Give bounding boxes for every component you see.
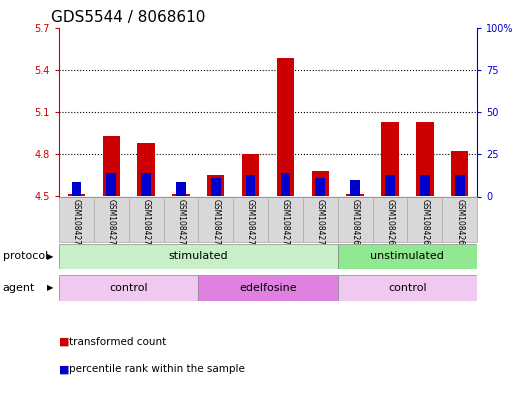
Bar	[407, 196, 442, 242]
Bar	[451, 151, 468, 196]
Bar	[303, 196, 338, 242]
Bar	[164, 196, 199, 242]
Text: GSM1084261: GSM1084261	[385, 199, 394, 250]
Text: agent: agent	[3, 283, 35, 293]
Text: ■: ■	[59, 337, 69, 347]
Text: control: control	[109, 283, 148, 293]
Bar	[442, 196, 477, 242]
Text: transformed count: transformed count	[69, 337, 167, 347]
Text: ▶: ▶	[47, 252, 54, 261]
Bar	[129, 196, 164, 242]
Bar	[71, 182, 81, 196]
Text: GSM1084262: GSM1084262	[420, 199, 429, 250]
Bar	[281, 173, 290, 196]
Bar	[338, 196, 372, 242]
Bar	[277, 59, 294, 196]
Text: GSM1084275: GSM1084275	[176, 199, 185, 250]
Text: ▶: ▶	[47, 283, 54, 292]
Text: protocol: protocol	[3, 252, 48, 261]
Bar	[68, 194, 85, 196]
Bar	[94, 196, 129, 242]
Bar	[350, 180, 360, 196]
Bar	[246, 175, 255, 196]
Text: GDS5544 / 8068610: GDS5544 / 8068610	[51, 10, 205, 25]
Text: percentile rank within the sample: percentile rank within the sample	[69, 364, 245, 375]
Bar	[381, 122, 399, 196]
Bar	[59, 275, 199, 301]
Bar	[106, 173, 116, 196]
Bar	[59, 244, 338, 269]
Text: GSM1084272: GSM1084272	[72, 199, 81, 250]
Bar	[211, 178, 221, 196]
Text: GSM1084276: GSM1084276	[211, 199, 220, 250]
Text: GSM1084274: GSM1084274	[142, 199, 151, 250]
Bar	[372, 196, 407, 242]
Bar	[141, 173, 151, 196]
Bar	[420, 175, 430, 196]
Bar	[172, 194, 190, 196]
Bar	[59, 196, 94, 242]
Bar	[207, 175, 225, 196]
Text: stimulated: stimulated	[169, 252, 228, 261]
Bar	[311, 171, 329, 196]
Text: GSM1084273: GSM1084273	[107, 199, 116, 250]
Bar	[346, 194, 364, 196]
Bar	[455, 175, 465, 196]
Text: edelfosine: edelfosine	[239, 283, 297, 293]
Bar	[268, 196, 303, 242]
Bar	[385, 175, 395, 196]
Bar	[315, 178, 325, 196]
Text: GSM1084278: GSM1084278	[281, 199, 290, 250]
Bar	[338, 244, 477, 269]
Bar	[199, 196, 233, 242]
Bar	[416, 122, 433, 196]
Text: unstimulated: unstimulated	[370, 252, 444, 261]
Text: GSM1084277: GSM1084277	[246, 199, 255, 250]
Bar	[233, 196, 268, 242]
Bar	[103, 136, 120, 196]
Text: GSM1084263: GSM1084263	[455, 199, 464, 250]
Bar	[137, 143, 155, 196]
Text: control: control	[388, 283, 427, 293]
Bar	[242, 154, 260, 196]
Bar	[338, 275, 477, 301]
Text: GSM1084260: GSM1084260	[351, 199, 360, 250]
Text: GSM1084279: GSM1084279	[316, 199, 325, 250]
Bar	[199, 275, 338, 301]
Text: ■: ■	[59, 364, 69, 375]
Bar	[176, 182, 186, 196]
